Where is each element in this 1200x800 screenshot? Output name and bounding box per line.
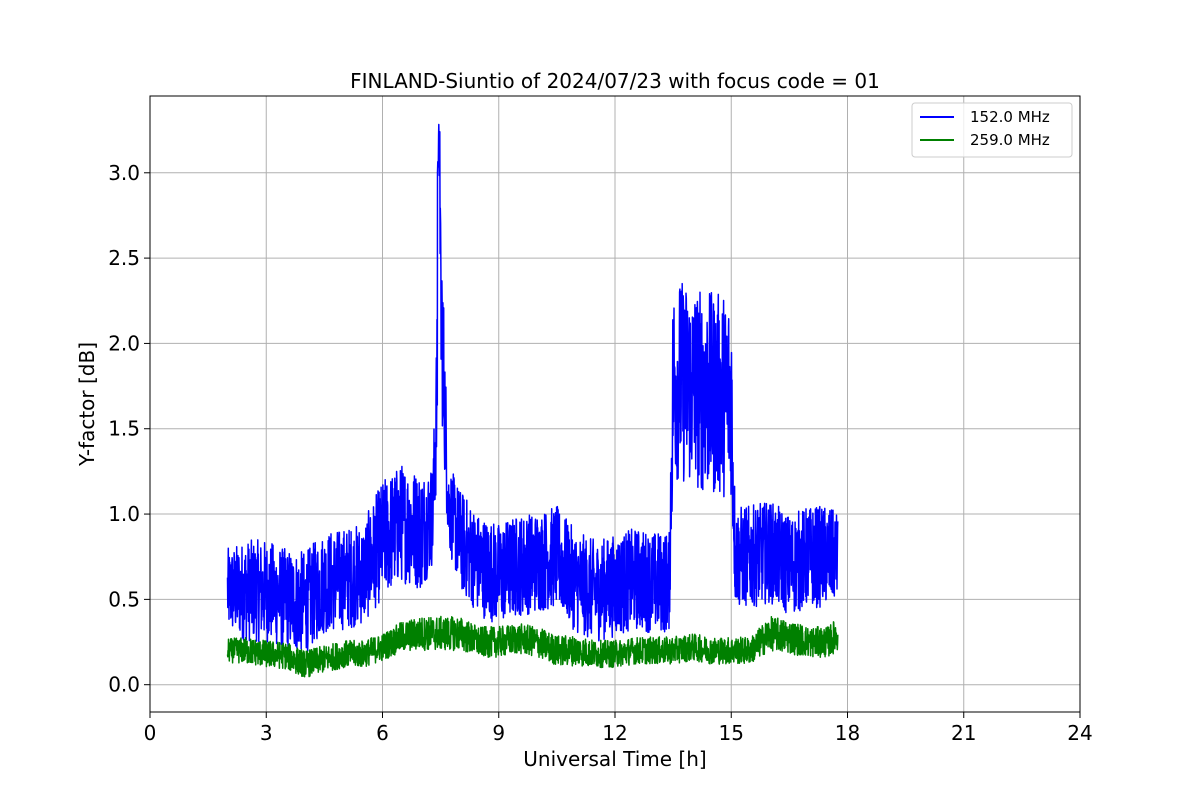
x-tick-label: 21 <box>951 721 976 745</box>
x-tick-label: 6 <box>376 721 389 745</box>
y-tick-label: 0.0 <box>108 673 140 697</box>
x-tick-label: 0 <box>144 721 157 745</box>
series-layer <box>226 123 839 678</box>
y-tick-label: 2.5 <box>108 246 140 270</box>
x-tick-label: 18 <box>835 721 860 745</box>
chart-title: FINLAND-Siuntio of 2024/07/23 with focus… <box>350 69 880 93</box>
y-tick-label: 3.0 <box>108 161 140 185</box>
legend: 152.0 MHz 259.0 MHz <box>911 102 1073 158</box>
x-tick-label: 12 <box>602 721 627 745</box>
x-tick-label: 24 <box>1067 721 1092 745</box>
x-axis-label: Universal Time [h] <box>523 747 706 771</box>
legend-label-259mhz: 259.0 MHz <box>970 131 1050 149</box>
x-axis-ticks: 0 3 6 9 12 15 18 21 24 <box>144 712 1093 745</box>
x-tick-label: 3 <box>260 721 273 745</box>
x-tick-label: 9 <box>492 721 505 745</box>
y-axis-ticks: 0.0 0.5 1.0 1.5 2.0 2.5 3.0 <box>108 161 150 697</box>
legend-label-152mhz: 152.0 MHz <box>970 108 1050 126</box>
y-tick-label: 0.5 <box>108 587 140 611</box>
y-tick-label: 1.5 <box>108 417 140 441</box>
y-axis-label: Y-factor [dB] <box>75 342 99 467</box>
series-line-2590mhz <box>226 615 839 678</box>
x-tick-label: 15 <box>719 721 744 745</box>
y-tick-label: 1.0 <box>108 502 140 526</box>
series-line-1520mhz <box>226 123 839 652</box>
y-tick-label: 2.0 <box>108 331 140 355</box>
